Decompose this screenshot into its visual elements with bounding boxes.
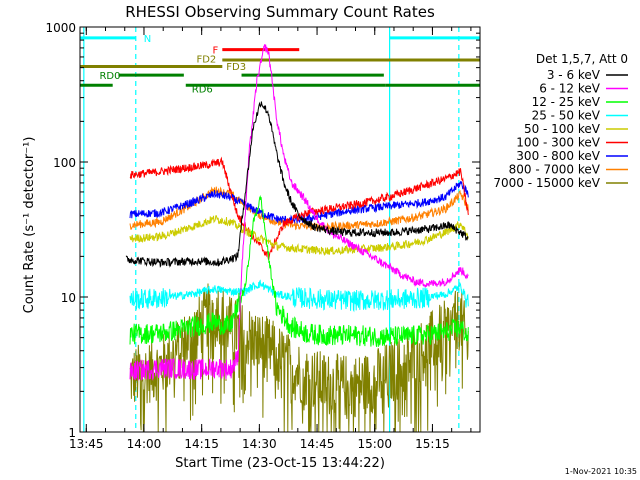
x-tick-label-1: 14:00 [127, 437, 162, 451]
x-tick-label-3: 14:30 [242, 437, 277, 451]
annotation-label-fd2: FD2 [196, 54, 216, 65]
series-line-1 [129, 44, 469, 381]
series-line-3 [129, 279, 469, 313]
legend-label-8: 7000 - 15000 keV [493, 176, 600, 190]
legend-label-5: 100 - 300 keV [516, 136, 600, 150]
annotation-label-n: N [144, 34, 151, 45]
x-tick-label-6: 15:15 [415, 437, 450, 451]
legend-title: Det 1,5,7, Att 0 [536, 52, 628, 66]
footer-timestamp: 1-Nov-2021 10:35 [565, 467, 637, 476]
legend-label-0: 3 - 6 keV [547, 68, 601, 82]
annotation-label-fd3: FD3 [226, 62, 246, 73]
x-axis: 13:45 14:00 14:15 14:30 14:45 15:00 15:15 [69, 27, 472, 451]
x-tick-label-4: 14:45 [300, 437, 335, 451]
x-tick-label-5: 15:00 [357, 437, 392, 451]
y-tick-label-1: 10 [61, 291, 76, 305]
x-tick-label-0: 13:45 [69, 437, 104, 451]
series-line-7 [129, 186, 469, 232]
y-axis-label: Count Rate (s⁻¹ detector⁻¹) [22, 137, 37, 314]
legend-label-4: 50 - 100 keV [524, 122, 601, 136]
y-tick-label-0: 1 [68, 426, 76, 440]
legend-label-3: 25 - 50 keV [532, 109, 601, 123]
series-line-0 [125, 101, 469, 268]
annotation-label-f: F [213, 46, 219, 57]
series-line-2 [129, 195, 469, 347]
series-line-5 [129, 156, 469, 260]
legend-label-1: 6 - 12 keV [539, 82, 601, 96]
annotation-label-rd6: RD6 [192, 84, 213, 95]
plot-border [79, 26, 481, 433]
annotation-label-rd0: RD0 [99, 71, 120, 82]
series-line-6 [129, 180, 469, 224]
legend-label-6: 300 - 800 keV [516, 149, 600, 163]
x-tick-label-2: 14:15 [184, 437, 219, 451]
y-tick-label-3: 1000 [45, 21, 76, 35]
chart-title: RHESSI Observing Summary Count Rates [125, 3, 435, 21]
legend-label-2: 12 - 25 keV [532, 95, 601, 109]
x-axis-label: Start Time (23-Oct-15 13:44:22) [175, 456, 385, 471]
legend-label-7: 800 - 7000 keV [509, 163, 601, 177]
y-tick-label-2: 100 [53, 156, 76, 170]
series-line-4 [129, 215, 469, 257]
series-line-8 [129, 283, 469, 433]
y-axis: 1 10 100 1000 [45, 21, 480, 440]
